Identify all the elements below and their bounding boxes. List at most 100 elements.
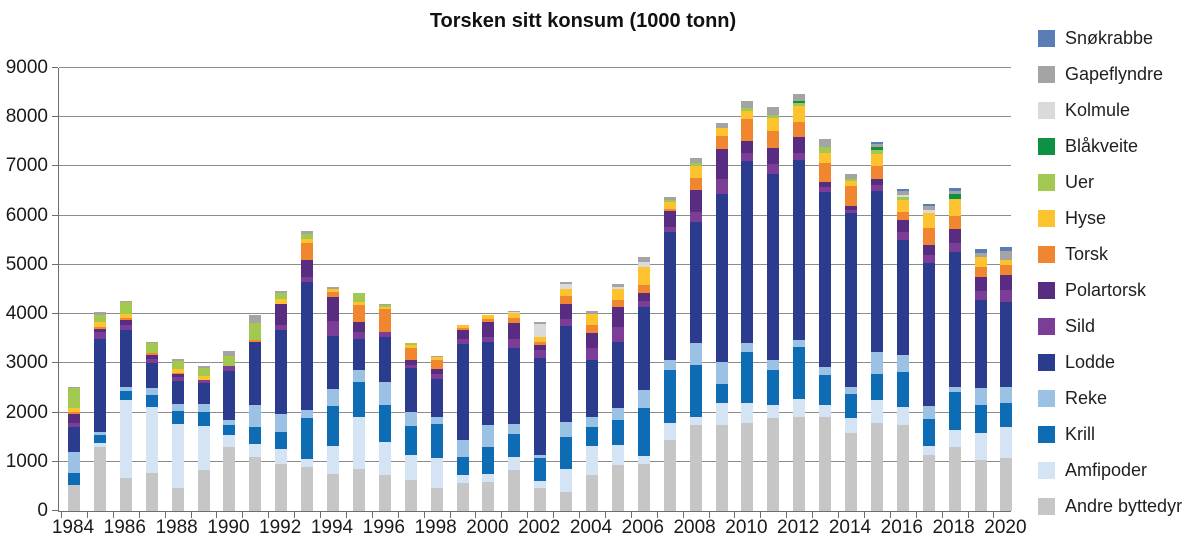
bar-segment-sild-2010 (741, 153, 754, 161)
x-axis-tick (449, 512, 451, 518)
x-axis-label-1986: 1986 (103, 517, 146, 538)
legend-label: Sild (1065, 316, 1096, 336)
bar-segment-hyse-2011 (767, 117, 780, 131)
bar-segment-lodde-1992 (275, 330, 288, 414)
bar-segment-hyse-2005 (611, 289, 624, 301)
legend-swatch-icon (1038, 210, 1055, 227)
bar-segment-amfipoder-1994 (327, 445, 339, 474)
bar-segment-krill-2015 (870, 373, 883, 401)
bar-2007 (663, 197, 676, 511)
bar-segment-andre-byttedyr-2012 (793, 417, 806, 511)
bar-segment-sild-2020 (1000, 290, 1013, 302)
bar-segment-sild-1989 (197, 379, 210, 384)
y-axis-label-5000: 5000 (5, 253, 48, 275)
bar-segment-lodde-2001 (508, 347, 521, 424)
bar-segment-reke-2006 (637, 389, 650, 408)
bar-1995 (352, 293, 365, 511)
x-axis-label-1998: 1998 (414, 517, 457, 538)
bar-segment-andre-byttedyr-1996 (378, 475, 391, 511)
bar-segment-krill-2008 (689, 365, 702, 417)
bar-segment-hyse-2014 (845, 181, 857, 187)
bar-segment-polartorsk-2019 (974, 276, 987, 291)
bar-segment-torsk-1986 (119, 317, 132, 320)
y-axis-tick (52, 116, 58, 118)
bar-segment-andre-byttedyr-1992 (275, 464, 288, 511)
bar-segment-andre-byttedyr-2009 (715, 425, 728, 511)
bar-segment-gapeflyndre-1984 (68, 386, 80, 388)
bar-segment-andre-byttedyr-1997 (404, 480, 417, 511)
legend-item-reke: Reke (1038, 388, 1198, 408)
bar-segment-polartorsk-1999 (456, 330, 469, 339)
y-axis-label-2000: 2000 (5, 401, 48, 423)
bar-segment-polartorsk-2005 (611, 307, 624, 328)
bar-segment-uer-2014 (845, 178, 857, 182)
y-axis-tick (52, 411, 58, 413)
bar-segment-lodde-2006 (637, 306, 650, 390)
bar-1991 (249, 314, 262, 511)
bar-segment-amfipoder-1988 (171, 424, 184, 489)
bar-segment-hyse-1998 (430, 356, 443, 361)
bar-segment-andre-byttedyr-1987 (145, 473, 158, 511)
bar-segment-reke-2011 (767, 360, 780, 371)
bar-segment-andre-byttedyr-2000 (482, 481, 495, 511)
bar-segment-amfipoder-1991 (249, 443, 262, 457)
bar-segment-torsk-2004 (586, 324, 598, 333)
legend-swatch-icon (1038, 498, 1055, 515)
legend-swatch-icon (1038, 246, 1055, 263)
legend-item-andre-byttedyr: Andre byttedyr (1038, 496, 1198, 516)
bar-segment-uer-2011 (767, 115, 780, 118)
x-axis-label-2006: 2006 (621, 517, 664, 538)
bar-segment-reke-2018 (948, 386, 961, 392)
bar-2005 (611, 284, 624, 511)
bar-segment-gapeflyndre-1986 (119, 300, 132, 303)
bar-segment-sild-1996 (378, 332, 391, 338)
y-axis-tick (52, 510, 58, 511)
legend-label: Hyse (1065, 208, 1107, 228)
bar-segment-krill-2003 (560, 437, 573, 469)
bar-segment-hyse-1993 (301, 238, 314, 243)
bar-segment-gapeflyndre-2007 (663, 197, 676, 201)
bar-segment-hyse-2018 (948, 199, 961, 216)
y-axis-label-8000: 8000 (5, 106, 48, 128)
bar-segment-andre-byttedyr-2004 (586, 475, 598, 511)
bar-segment-lodde-1990 (223, 370, 236, 421)
bar-1996 (378, 303, 391, 511)
bar-segment-krill-2007 (663, 370, 676, 424)
x-axis-tick (656, 512, 658, 518)
bar-segment-polartorsk-1984 (68, 413, 80, 424)
bar-segment-amfipoder-2013 (819, 405, 832, 417)
bar-segment-gapeflyndre-2017 (922, 205, 935, 211)
bar-1994 (327, 287, 339, 511)
legend-item-lodde: Lodde (1038, 352, 1198, 372)
y-axis-tick (52, 263, 58, 265)
bar-segment-sild-1984 (68, 423, 80, 427)
bar-1987 (145, 341, 158, 511)
bar-segment-torsk-2011 (767, 130, 780, 148)
bar-segment-snøkrabbe-2016 (896, 189, 909, 191)
bar-2009 (715, 122, 728, 511)
x-axis-tick (993, 512, 995, 518)
bar-segment-krill-2004 (586, 427, 598, 447)
bar-segment-krill-2005 (611, 420, 624, 445)
bar-segment-lodde-2010 (741, 160, 754, 344)
bar-segment-lodde-2020 (1000, 301, 1013, 387)
bar-segment-krill-2013 (819, 375, 832, 406)
bar-segment-lodde-2013 (819, 192, 832, 368)
x-axis-tick (268, 512, 270, 518)
bar-segment-torsk-1984 (68, 412, 80, 414)
x-axis-tick (812, 512, 814, 518)
x-axis-tick (941, 512, 943, 518)
bar-segment-torsk-1991 (249, 339, 262, 343)
bar-segment-gapeflyndre-2003 (560, 282, 573, 285)
bar-segment-reke-2019 (974, 388, 987, 406)
x-axis-tick (527, 512, 529, 518)
bar-segment-sild-1992 (275, 325, 288, 331)
legend-swatch-icon (1038, 426, 1055, 443)
bar-segment-krill-1984 (68, 473, 80, 486)
bar-segment-krill-2010 (741, 351, 754, 404)
legend-item-hyse: Hyse (1038, 208, 1198, 228)
bar-segment-andre-byttedyr-1993 (301, 466, 314, 511)
bar-segment-lodde-2005 (611, 342, 624, 409)
bar-segment-sild-1995 (352, 331, 365, 339)
x-axis-label-1990: 1990 (207, 517, 250, 538)
